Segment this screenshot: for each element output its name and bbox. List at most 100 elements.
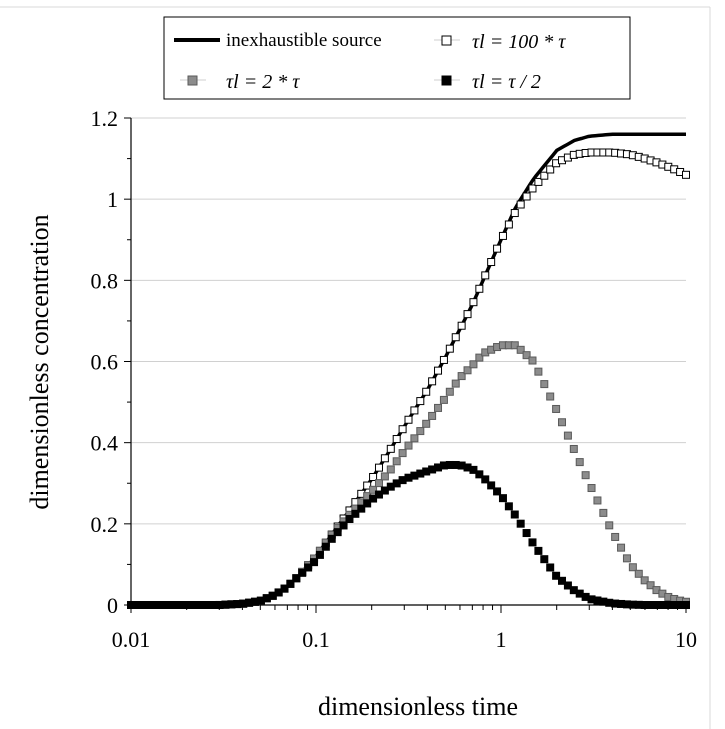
data-point: [569, 444, 578, 453]
data-point: [540, 380, 549, 389]
legend-label: τl = τ / 2: [472, 71, 541, 93]
data-point: [522, 529, 531, 538]
legend-label: inexhaustible source: [226, 30, 382, 51]
data-point: [628, 563, 637, 572]
data-point: [546, 392, 555, 401]
data-point: [434, 366, 443, 375]
data-point: [575, 458, 584, 467]
data-point: [528, 538, 537, 547]
data-point: [374, 490, 383, 499]
data-point: [540, 171, 549, 180]
data-point: [605, 521, 614, 530]
data-point: [498, 231, 507, 240]
data-point: [516, 519, 525, 528]
data-point: [410, 406, 419, 415]
data-point: [581, 471, 590, 480]
y-tick-label: 1: [107, 187, 118, 212]
data-point: [416, 427, 425, 436]
data-point: [640, 576, 649, 585]
data-point: [457, 372, 466, 381]
data-point: [386, 465, 395, 474]
data-point: [422, 419, 431, 428]
data-point: [558, 418, 567, 427]
data-point: [392, 435, 401, 444]
data-point: [327, 534, 336, 543]
data-point: [510, 341, 519, 350]
data-point: [380, 472, 389, 481]
data-point: [475, 470, 484, 479]
x-tick-label: 1: [496, 627, 507, 652]
y-tick-label: 0.2: [91, 512, 119, 537]
y-tick-label: 0.6: [91, 350, 119, 375]
data-point: [439, 355, 448, 364]
axes: [124, 117, 687, 613]
legend-label: τl = 2 * τ: [226, 71, 300, 93]
data-point: [386, 444, 395, 453]
data-point: [469, 465, 478, 474]
data-point: [345, 515, 354, 524]
data-point: [369, 485, 378, 494]
data-point: [374, 463, 383, 472]
data-point: [516, 200, 525, 209]
legend-marker-swatch: [187, 75, 198, 86]
legend-label: τl = 100 * τ: [472, 31, 566, 53]
data-point: [416, 397, 425, 406]
data-point: [522, 192, 531, 201]
data-point: [487, 481, 496, 490]
data-point: [558, 576, 567, 585]
data-point: [528, 356, 537, 365]
data-point: [522, 351, 531, 360]
tick-labels: 0 0.2 0.4 0.6 0.8 1 1.2 0.01 0.1 1 10: [91, 106, 698, 652]
x-axis-title: dimensionless time: [318, 692, 518, 721]
data-point: [504, 220, 513, 229]
y-tick-label: 0.8: [91, 268, 119, 293]
data-point: [587, 484, 596, 493]
data-point: [463, 366, 472, 375]
x-tick-label: 0.1: [302, 627, 330, 652]
data-point: [599, 508, 608, 517]
data-point: [593, 496, 602, 505]
data-point: [546, 563, 555, 572]
data-point: [646, 581, 655, 590]
legend-marker-swatch: [441, 75, 452, 86]
data-point: [304, 563, 313, 572]
data-point: [404, 415, 413, 424]
data-point: [457, 321, 466, 330]
data-point: [469, 360, 478, 369]
data-point: [428, 411, 437, 420]
data-point: [622, 554, 631, 563]
y-axis-title: dimensionless concentration: [25, 214, 54, 509]
data-point: [286, 579, 295, 588]
data-point: [410, 434, 419, 443]
data-point: [351, 509, 360, 518]
y-tick-label: 0: [107, 593, 118, 618]
data-point: [469, 298, 478, 307]
data-point: [481, 271, 490, 280]
data-point: [540, 555, 549, 564]
data-point: [398, 449, 407, 458]
data-point: [510, 209, 519, 218]
data-point: [563, 431, 572, 440]
data-point: [380, 454, 389, 463]
data-point: [422, 387, 431, 396]
data-point: [369, 494, 378, 503]
data-point: [374, 479, 383, 488]
legend-box: [163, 16, 631, 100]
data-point: [445, 344, 454, 353]
data-point: [475, 284, 484, 293]
data-point: [516, 345, 525, 354]
data-point: [487, 258, 496, 267]
data-point: [493, 244, 502, 253]
x-tick-label: 0.01: [112, 627, 151, 652]
series-layer: [127, 132, 690, 609]
data-point: [493, 487, 502, 496]
data-point: [339, 521, 348, 530]
data-point: [611, 532, 620, 541]
data-point: [617, 543, 626, 552]
data-point: [504, 502, 513, 511]
data-point: [682, 170, 690, 179]
data-point: [534, 546, 543, 555]
y-tick-label: 0.4: [91, 431, 119, 456]
